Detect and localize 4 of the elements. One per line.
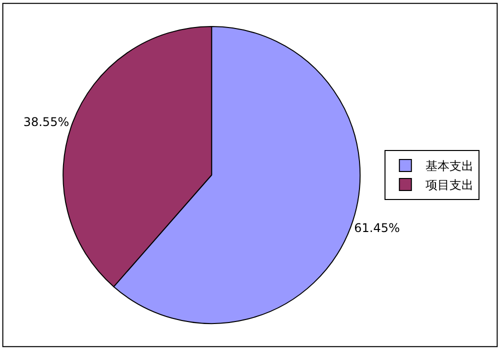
legend-label: 项目支出 bbox=[425, 178, 474, 192]
data-label: 38.55% bbox=[23, 114, 70, 129]
data-label: 61.45% bbox=[354, 221, 400, 236]
legend-label: 基本支出 bbox=[425, 159, 474, 174]
